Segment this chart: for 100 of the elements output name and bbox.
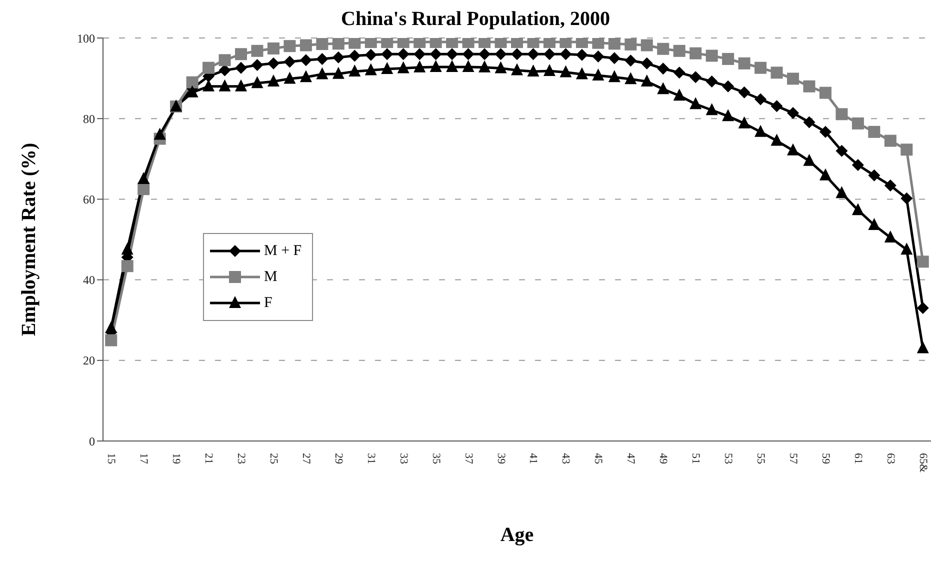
point (381, 38, 394, 48)
point (364, 38, 377, 48)
point (462, 48, 474, 60)
x-tick-label: 19 (170, 453, 182, 464)
point (690, 47, 702, 60)
point (852, 117, 864, 130)
point (787, 72, 799, 85)
point (446, 38, 458, 48)
y-tick-label: 100 (77, 31, 95, 46)
x-tick-label: 37 (462, 453, 474, 464)
x-tick-label: 57 (787, 453, 799, 464)
point (348, 38, 361, 49)
point (154, 128, 166, 140)
point (267, 57, 280, 70)
point (397, 38, 410, 48)
point (836, 144, 848, 157)
point (787, 143, 799, 156)
x-tick-label: 53 (722, 453, 734, 464)
point (738, 57, 750, 70)
point (592, 68, 604, 80)
point (251, 44, 264, 57)
x-tick-label: 41 (527, 453, 540, 464)
point (770, 100, 783, 112)
point (494, 61, 507, 74)
point (494, 38, 507, 48)
point (202, 62, 215, 74)
point (706, 103, 718, 116)
x-tick-label: 65& (916, 453, 929, 473)
x-tick-label: 55 (754, 453, 767, 464)
point (105, 334, 118, 346)
point (430, 60, 442, 72)
point (284, 40, 296, 52)
point (478, 60, 491, 72)
point (267, 42, 280, 54)
point (511, 48, 523, 60)
x-tick-label: 43 (560, 453, 572, 464)
point (657, 82, 670, 94)
point (608, 38, 620, 50)
point (251, 59, 264, 71)
y-tick-label: 60 (83, 192, 95, 206)
point (478, 48, 491, 60)
legend-label: M + F (264, 242, 302, 260)
point (608, 70, 620, 82)
x-tick-label: 29 (332, 453, 344, 464)
point (576, 38, 588, 48)
point (462, 38, 474, 48)
x-tick-label: 17 (138, 453, 150, 464)
y-tick-label: 20 (83, 354, 95, 368)
point (316, 52, 328, 65)
point (267, 74, 280, 87)
point (235, 79, 247, 92)
point (138, 172, 150, 184)
point (284, 72, 296, 84)
point (218, 54, 231, 66)
point (316, 38, 328, 50)
point (868, 218, 880, 230)
point (300, 39, 312, 52)
legend-label: F (264, 294, 272, 312)
x-tick-label: 27 (300, 453, 312, 464)
point (722, 109, 734, 122)
point (560, 48, 572, 60)
point (657, 62, 670, 75)
point (430, 38, 442, 48)
point (770, 134, 783, 146)
point (592, 38, 604, 49)
point (852, 158, 864, 171)
x-tick-label: 21 (202, 453, 215, 464)
point (121, 260, 134, 272)
point (300, 54, 312, 66)
point (884, 134, 896, 147)
point (397, 48, 410, 60)
point (900, 144, 913, 156)
point (852, 203, 864, 216)
point (235, 48, 247, 60)
point (722, 80, 734, 92)
point (186, 76, 198, 88)
y-tick-label: 80 (83, 112, 95, 126)
point (446, 60, 458, 72)
point (235, 62, 247, 74)
point (916, 341, 929, 354)
x-tick-label: 59 (819, 453, 832, 464)
x-tick-label: 63 (884, 453, 896, 464)
point (690, 97, 702, 110)
point (316, 67, 328, 80)
point (364, 63, 377, 76)
point (770, 66, 783, 79)
point (381, 48, 394, 60)
legend-label: M (264, 268, 278, 286)
point (916, 256, 929, 268)
point (673, 88, 686, 101)
point (284, 56, 296, 68)
point (706, 76, 718, 88)
x-tick-label: 39 (494, 453, 507, 464)
point (868, 126, 880, 138)
x-tick-label: 51 (690, 453, 702, 464)
point (868, 169, 880, 182)
point (543, 64, 556, 76)
point (900, 242, 913, 255)
point (300, 70, 312, 82)
point (527, 48, 540, 60)
